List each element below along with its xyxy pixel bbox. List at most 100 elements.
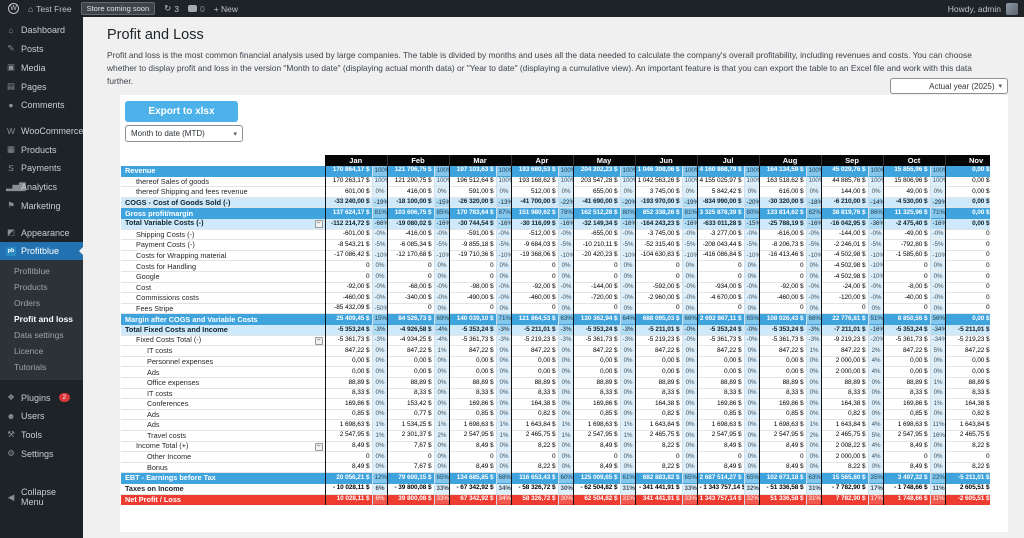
value-cell: 0,82 $: [945, 409, 990, 420]
value-cell: 39 800,08 $: [387, 494, 435, 505]
table-row: Total Variable Costs (-) − -112 214,72 $ -6…: [121, 218, 990, 230]
month-header: Oct: [883, 155, 946, 166]
sidebar-item-products[interactable]: ▦ Products: [0, 140, 83, 159]
percent-cell: -5%: [558, 239, 574, 251]
value-cell: 0: [573, 260, 621, 272]
value-cell: 25 409,45 $: [325, 313, 373, 325]
sidebar-subitem-profitblue[interactable]: Profitblue: [14, 266, 50, 276]
value-cell: 15 565,80 $: [821, 472, 869, 484]
sidebar-subitem-tutorials[interactable]: Tutorials: [14, 362, 47, 372]
sidebar-subitem-data-settings[interactable]: Data settings: [14, 330, 64, 340]
value-cell: 0,00 $: [697, 356, 745, 367]
value-cell: -9 219,23 $: [821, 335, 869, 346]
percent-cell: -14%: [868, 197, 884, 208]
value-cell: 8,49 $: [883, 462, 931, 473]
sidebar-item-plugins[interactable]: ❖ Plugins 2: [0, 388, 83, 407]
collapse-row-button[interactable]: −: [314, 442, 323, 451]
new-menu[interactable]: + New: [213, 3, 239, 14]
percent-cell: -3%: [496, 335, 512, 346]
sidebar-subitem-licence[interactable]: Licence: [14, 346, 44, 356]
sidebar-item-pages[interactable]: ▤ Pages: [0, 77, 83, 96]
percent-cell: 0%: [744, 260, 760, 272]
value-cell: 0: [449, 451, 497, 463]
percent-cell: 100%: [682, 165, 698, 177]
value-cell: 847,22 $: [635, 345, 683, 357]
value-cell: 0: [945, 292, 990, 304]
sidebar-item-label: Comments: [21, 100, 65, 110]
sidebar-item-comments[interactable]: ● Comments: [0, 96, 83, 114]
value-cell: 1 698,63 $: [325, 419, 373, 431]
year-select[interactable]: Actual year (2025) ▾: [890, 78, 1008, 94]
percent-cell: 0%: [620, 377, 636, 389]
percent-cell: 4%: [868, 419, 884, 431]
sidebar-item-marketing[interactable]: ⚑ Marketing: [0, 196, 83, 215]
wp-logo-icon[interactable]: W: [8, 3, 19, 14]
sidebar-item-tools[interactable]: ⚒ Tools: [0, 425, 83, 444]
value-cell: -655,00 $: [573, 229, 621, 240]
value-cell: 0,85 $: [759, 409, 807, 420]
value-cell: 204 202,23 $: [573, 165, 621, 177]
sidebar-item-media[interactable]: ▣ Media: [0, 58, 83, 77]
value-cell: 2 301,37 $: [387, 430, 435, 442]
table-row: thereof Shipping and fees revenue 601,00 …: [121, 186, 990, 198]
value-cell: -24,00 $: [821, 282, 869, 293]
updates-indicator[interactable]: ↻ 3: [164, 3, 179, 14]
percent-cell: 100%: [372, 176, 388, 187]
sidebar-item-users[interactable]: ☻ Users: [0, 407, 83, 425]
value-cell: 847,22 $: [573, 345, 621, 357]
sidebar-item-profitblue[interactable]: pb Profitblue: [0, 242, 83, 260]
sidebar-subitem-products[interactable]: Products: [14, 282, 48, 292]
home-icon: ⌂: [28, 3, 34, 14]
sidebar-subitem-profit-and-loss[interactable]: Profit and loss: [14, 314, 74, 324]
analytics-icon: ▂▅▇: [6, 181, 26, 191]
avatar[interactable]: [1006, 2, 1018, 15]
percent-cell: -5%: [868, 239, 884, 251]
collapse-row-button[interactable]: −: [314, 220, 323, 229]
chevron-down-icon: ▾: [233, 130, 237, 138]
percent-cell: -19%: [372, 197, 388, 208]
percent-cell: -0%: [372, 229, 388, 240]
percent-cell: 0%: [496, 388, 512, 399]
value-cell: -7 211,01 $: [821, 324, 869, 336]
sidebar-subitem-orders[interactable]: Orders: [14, 298, 40, 308]
collapse-icon: ◀: [7, 491, 15, 502]
sidebar-item-dashboard[interactable]: ⌂ Dashboard: [0, 21, 83, 39]
value-cell: 1 643,84 $: [821, 419, 869, 431]
value-cell: - 1 748,66 $: [883, 483, 931, 494]
value-cell: -5 361,73 $: [325, 335, 373, 346]
sidebar-item-posts[interactable]: ✎ Posts: [0, 39, 83, 58]
percent-cell: 0%: [682, 451, 698, 463]
value-cell: -19 368,06 $: [511, 250, 559, 261]
percent-cell: -0%: [496, 229, 512, 240]
sidebar-item-settings[interactable]: ⚙ Settings: [0, 444, 83, 463]
howdy-text[interactable]: Howdy, admin: [947, 3, 1001, 14]
value-cell: -92,00 $: [759, 282, 807, 293]
value-cell: 88,89 $: [325, 377, 373, 389]
store-coming-soon-badge[interactable]: Store coming soon: [80, 2, 156, 15]
percent-cell: -16%: [682, 218, 698, 230]
sidebar-item-collapse-menu[interactable]: ◀ Collapse Menu: [0, 483, 83, 511]
value-cell: -4 530,00 $: [883, 197, 931, 208]
percent-cell: 0%: [930, 451, 946, 463]
export-xlsx-button[interactable]: Export to xlsx: [125, 101, 238, 122]
sidebar-item-payments[interactable]: S Payments: [0, 159, 83, 177]
percent-cell: -0%: [496, 282, 512, 293]
percent-cell: 0%: [496, 462, 512, 473]
table-row: Costs for Handling 0 0% 0 0% 0 0% 0 0% 0 0% 0 0% 0 0% 0…: [121, 260, 990, 272]
value-cell: -5 353,24 $: [759, 324, 807, 336]
table-scroll-area[interactable]: Jan Feb Mar Apr May Jun Jul Aug Sep Oct Nov Revenue…: [121, 155, 990, 527]
comments-indicator[interactable]: 0: [187, 4, 205, 14]
sidebar-item-appearance[interactable]: ◩ Appearance: [0, 223, 83, 242]
collapse-row-button[interactable]: −: [314, 336, 323, 345]
value-cell: 0: [635, 303, 683, 314]
percent-cell: 1%: [496, 419, 512, 431]
value-cell: -19 710,36 $: [449, 250, 497, 261]
value-cell: -2 246,01 $: [821, 239, 869, 251]
sidebar-item-analytics[interactable]: ▂▅▇ Analytics: [0, 177, 83, 196]
site-name-link[interactable]: ⌂ Test Free: [28, 3, 72, 14]
value-cell: 0: [759, 260, 807, 272]
value-cell: -416,00 $: [387, 229, 435, 240]
value-cell: 4 160 868,79 $: [697, 165, 745, 177]
view-mode-select[interactable]: Month to date (MTD) ▾: [125, 125, 243, 142]
sidebar-item-woocommerce[interactable]: W WooCommerce: [0, 122, 83, 140]
